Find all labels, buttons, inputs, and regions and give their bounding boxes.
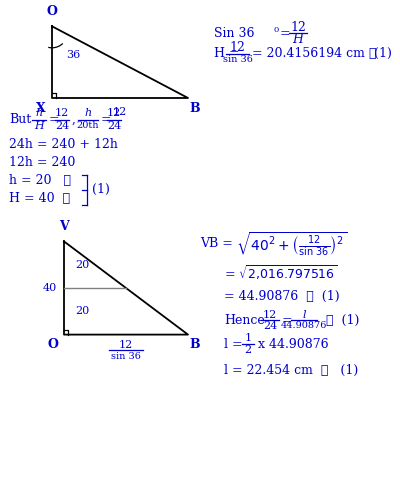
Text: =: = bbox=[49, 113, 60, 126]
Text: sin 36: sin 36 bbox=[223, 55, 252, 64]
Text: H = 40  ✓: H = 40 ✓ bbox=[9, 192, 70, 206]
Text: Sin 36: Sin 36 bbox=[214, 27, 254, 40]
Text: 40: 40 bbox=[43, 283, 57, 293]
Text: 12: 12 bbox=[55, 109, 69, 118]
Text: 24: 24 bbox=[55, 121, 69, 130]
Text: 12: 12 bbox=[263, 310, 277, 319]
Text: VB =: VB = bbox=[200, 237, 233, 250]
Text: O: O bbox=[46, 5, 58, 18]
Text: 12h = 240: 12h = 240 bbox=[9, 156, 75, 169]
Text: $\sqrt{40^2 + \left(\frac{12}{\sin\,36}\right)^2}$: $\sqrt{40^2 + \left(\frac{12}{\sin\,36}\… bbox=[236, 230, 347, 258]
Text: 36: 36 bbox=[66, 50, 80, 60]
Text: = $\sqrt{2{,}016.797516}$: = $\sqrt{2{,}016.797516}$ bbox=[224, 263, 338, 282]
Text: h: h bbox=[84, 109, 91, 118]
Text: V: V bbox=[59, 220, 69, 233]
Text: = 20.4156194 cm: = 20.4156194 cm bbox=[252, 47, 365, 60]
Text: 24: 24 bbox=[107, 121, 121, 130]
Text: sin 36: sin 36 bbox=[111, 352, 141, 361]
Text: X: X bbox=[36, 102, 46, 115]
Text: (1): (1) bbox=[374, 47, 392, 60]
Text: h: h bbox=[35, 109, 42, 118]
Text: =: = bbox=[282, 314, 293, 327]
Text: B: B bbox=[190, 338, 200, 351]
Text: 0: 0 bbox=[274, 26, 279, 33]
Text: ✓: ✓ bbox=[368, 47, 376, 60]
Text: H: H bbox=[34, 121, 44, 130]
Text: 12: 12 bbox=[107, 109, 121, 118]
Text: 12: 12 bbox=[290, 21, 306, 34]
Text: 2: 2 bbox=[244, 345, 252, 355]
Text: 20th: 20th bbox=[76, 121, 99, 130]
Text: O: O bbox=[47, 338, 58, 351]
Text: B: B bbox=[190, 102, 200, 115]
Text: =: = bbox=[279, 27, 290, 40]
Text: l: l bbox=[302, 310, 306, 319]
Text: l = 22.454 cm  ✓   (1): l = 22.454 cm ✓ (1) bbox=[224, 364, 358, 377]
Text: 20: 20 bbox=[75, 260, 90, 270]
Text: l =: l = bbox=[224, 337, 243, 351]
Text: 24: 24 bbox=[263, 321, 277, 331]
Text: 12: 12 bbox=[119, 340, 133, 350]
Text: 24h = 240 + 12h: 24h = 240 + 12h bbox=[9, 138, 118, 151]
Text: = 44.90876  ✓  (1): = 44.90876 ✓ (1) bbox=[224, 290, 340, 303]
Text: =: = bbox=[101, 113, 112, 126]
Text: 12: 12 bbox=[230, 41, 246, 54]
Text: H =: H = bbox=[214, 47, 240, 60]
Text: 12: 12 bbox=[113, 107, 127, 117]
Text: But: But bbox=[9, 113, 31, 126]
Text: 1: 1 bbox=[244, 334, 252, 343]
Text: H: H bbox=[292, 33, 304, 46]
Text: ,: , bbox=[72, 113, 76, 126]
Text: 20: 20 bbox=[75, 306, 90, 316]
Text: Hence: Hence bbox=[224, 314, 265, 327]
Text: x 44.90876: x 44.90876 bbox=[258, 337, 329, 351]
Text: h = 20   ✓: h = 20 ✓ bbox=[9, 174, 71, 187]
Text: 44.90876: 44.90876 bbox=[281, 322, 327, 330]
Text: (1): (1) bbox=[92, 183, 110, 196]
Text: ✓  (1): ✓ (1) bbox=[326, 314, 359, 327]
